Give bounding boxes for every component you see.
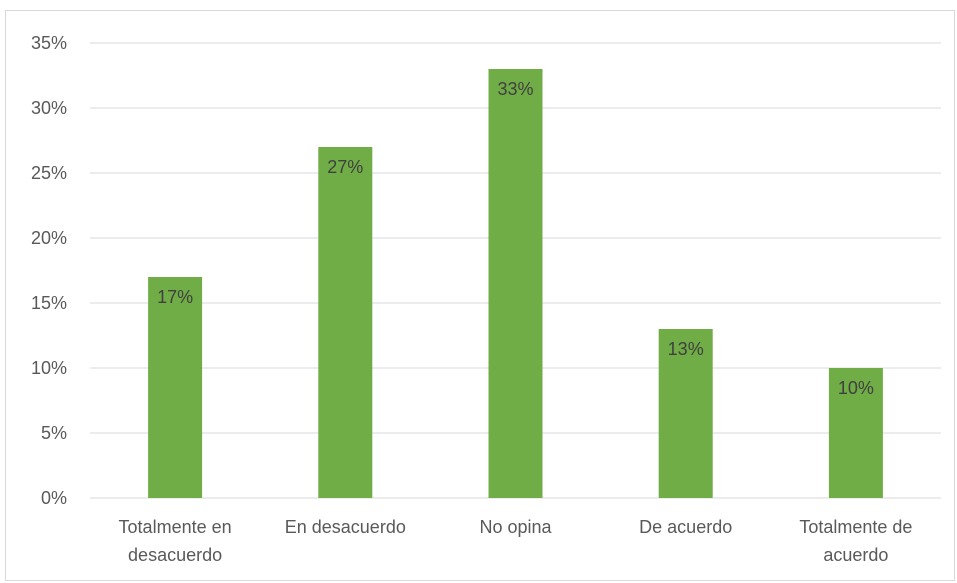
bar-data-label: 17% xyxy=(157,287,193,307)
bar xyxy=(318,147,373,498)
x-tick-label: Totalmente de acuerdo xyxy=(799,517,912,565)
y-tick-label: 10% xyxy=(31,358,67,378)
y-tick-label: 5% xyxy=(41,423,67,443)
bar xyxy=(828,368,883,498)
x-axis-tick-labels: Totalmente en desacuerdo En desacuerdo No o… xyxy=(119,517,913,565)
bar xyxy=(658,329,713,498)
y-tick-label: 25% xyxy=(31,163,67,183)
bars xyxy=(148,69,883,498)
bar-data-label: 27% xyxy=(327,157,363,177)
data-labels: 17% 27% 33% 13% 10% xyxy=(157,79,874,398)
bar-data-label: 33% xyxy=(497,79,533,99)
bar-data-label: 10% xyxy=(838,378,874,398)
y-tick-label: 0% xyxy=(41,488,67,508)
x-tick-label: En desacuerdo xyxy=(285,517,406,537)
x-tick-label: De acuerdo xyxy=(639,517,732,537)
x-tick-label: No opina xyxy=(479,517,552,537)
y-tick-label: 15% xyxy=(31,293,67,313)
bar xyxy=(148,277,203,498)
y-tick-label: 20% xyxy=(31,228,67,248)
y-tick-label: 30% xyxy=(31,98,67,118)
x-tick-label: Totalmente en desacuerdo xyxy=(119,517,232,565)
y-tick-label: 35% xyxy=(31,33,67,53)
bar-data-label: 13% xyxy=(668,339,704,359)
bar xyxy=(488,69,543,498)
y-axis-tick-labels: 0% 5% 10% 15% 20% 25% 30% 35% xyxy=(31,33,67,508)
